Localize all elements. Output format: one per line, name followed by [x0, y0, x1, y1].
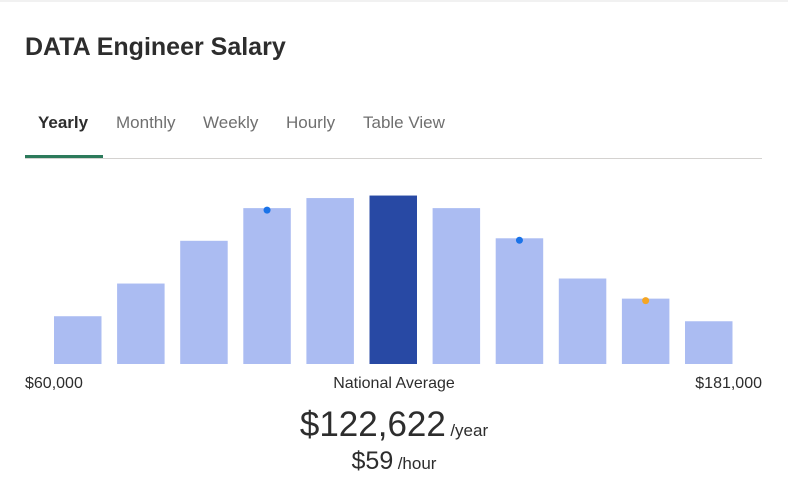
yearly-amount: $122,622	[299, 405, 446, 444]
bar-marker-dot	[642, 297, 650, 305]
bar	[621, 298, 670, 364]
active-tab-underline	[25, 155, 103, 159]
bar	[180, 240, 228, 364]
bar	[117, 283, 165, 364]
bar	[54, 316, 102, 364]
bar-national-average	[369, 195, 417, 364]
tab-hourly[interactable]: Hourly	[286, 113, 336, 132]
hourly-unit: /hour	[397, 454, 437, 473]
bar	[495, 238, 544, 364]
page-title: DATA Engineer Salary	[25, 33, 286, 61]
national-average-label: National Average	[333, 375, 455, 392]
bar-marker-dot	[515, 236, 523, 244]
yearly-salary: $122,622 /year	[0, 404, 788, 453]
tab-table-view[interactable]: Table View	[363, 113, 445, 132]
tab-weekly[interactable]: Weekly	[203, 113, 259, 132]
bar	[243, 208, 291, 364]
bar	[685, 321, 733, 364]
bar	[558, 278, 607, 364]
range-min-label: $60,000	[25, 375, 83, 392]
salary-distribution-chart	[54, 195, 733, 364]
pay-period-tabs: Yearly Monthly Weekly Hourly Table View	[25, 100, 762, 159]
tab-monthly[interactable]: Monthly	[116, 113, 176, 132]
tabs-divider	[25, 158, 762, 159]
top-border	[0, 0, 788, 2]
hourly-salary: $59 /hour	[0, 446, 788, 480]
tab-yearly[interactable]: Yearly	[38, 113, 89, 132]
hourly-amount: $59	[351, 447, 394, 475]
bar-marker-dot	[263, 206, 271, 214]
yearly-unit: /year	[450, 421, 489, 440]
range-max-label: $181,000	[695, 375, 762, 392]
bar	[306, 198, 354, 364]
bar	[432, 208, 481, 364]
